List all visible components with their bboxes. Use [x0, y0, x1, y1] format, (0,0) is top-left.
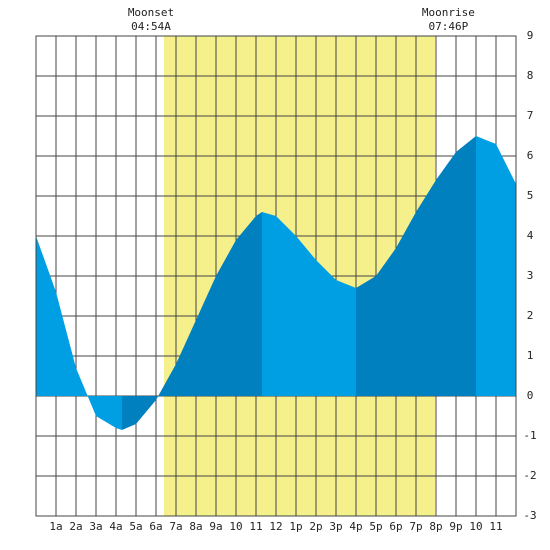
y-tick-label: 7: [527, 109, 534, 122]
x-tick-label: 8p: [429, 520, 442, 533]
x-tick-label: 9p: [449, 520, 462, 533]
x-tick-label: 3p: [329, 520, 342, 533]
y-tick-label: -3: [523, 509, 536, 522]
x-tick-label: 5p: [369, 520, 382, 533]
moon-event-label: Moonrise: [422, 6, 475, 19]
x-tick-label: 7a: [169, 520, 182, 533]
x-tick-label: 3a: [89, 520, 102, 533]
y-tick-label: 5: [527, 189, 534, 202]
y-tick-label: 8: [527, 69, 534, 82]
x-tick-label: 4a: [109, 520, 122, 533]
moon-event-label: Moonset: [128, 6, 174, 19]
x-tick-label: 11: [249, 520, 262, 533]
x-tick-label: 1a: [49, 520, 62, 533]
x-tick-label: 1p: [289, 520, 302, 533]
x-tick-label: 5a: [129, 520, 142, 533]
x-tick-label: 2p: [309, 520, 322, 533]
y-tick-label: 4: [527, 229, 534, 242]
x-tick-label: 6a: [149, 520, 162, 533]
tide-area: [476, 136, 516, 396]
y-tick-label: 0: [527, 389, 534, 402]
moon-event-time: 07:46P: [429, 20, 469, 33]
x-tick-label: 4p: [349, 520, 362, 533]
x-tick-label: 12: [269, 520, 282, 533]
y-tick-label: -2: [523, 469, 536, 482]
x-tick-label: 10: [469, 520, 482, 533]
x-tick-label: 2a: [69, 520, 82, 533]
plot-border: [35, 35, 517, 517]
x-tick-label: 6p: [389, 520, 402, 533]
x-tick-label: 10: [229, 520, 242, 533]
x-tick-label: 7p: [409, 520, 422, 533]
y-tick-label: 9: [527, 29, 534, 42]
moon-event-time: 04:54A: [131, 20, 171, 33]
tide-area: [356, 136, 476, 396]
y-tick-label: 3: [527, 269, 534, 282]
tide-area: [36, 236, 122, 430]
y-tick-label: 6: [527, 149, 534, 162]
x-tick-label: 9a: [209, 520, 222, 533]
tide-area: [122, 212, 262, 430]
y-tick-label: 1: [527, 349, 534, 362]
tide-area: [262, 212, 356, 396]
x-tick-label: 11: [489, 520, 502, 533]
y-tick-label: 2: [527, 309, 534, 322]
y-tick-label: -1: [523, 429, 536, 442]
x-tick-label: 8a: [189, 520, 202, 533]
